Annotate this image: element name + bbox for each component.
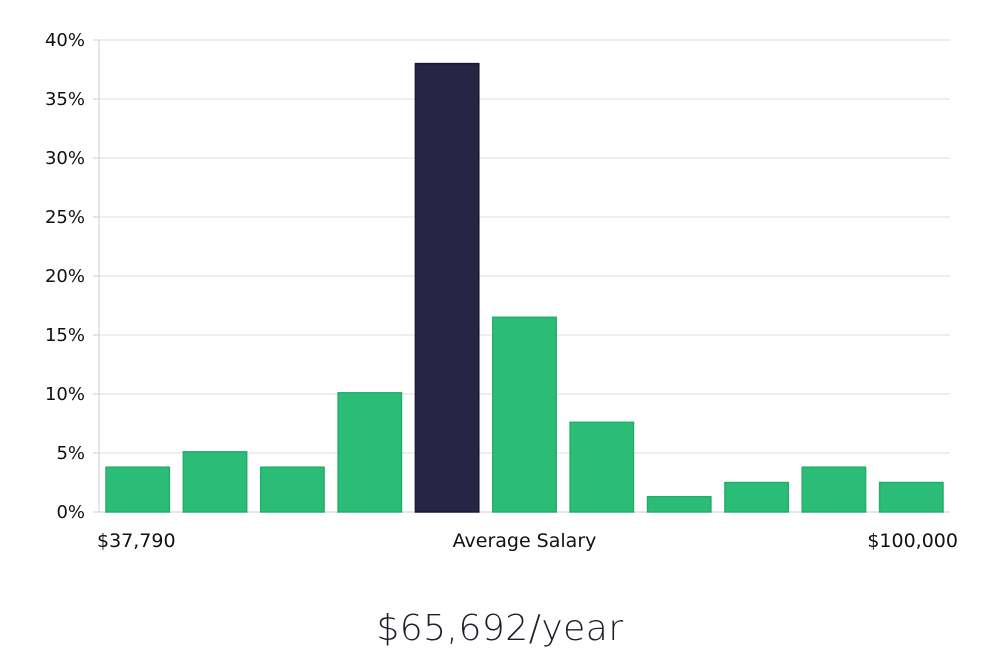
histogram-bar [337,392,403,513]
histogram-bar [259,466,325,513]
y-tick-label: 20% [45,266,85,287]
y-tick-label: 35% [45,89,85,110]
average-salary-value: $65,692/year [376,608,624,649]
y-tick-label: 25% [45,207,85,228]
histogram-bar [724,481,790,513]
histogram-bar [569,421,635,513]
salary-histogram: 0% 5% 10% 15% 20% 25% 30% 35% 40% $37,790 Averag… [45,30,958,552]
y-tick-label: 10% [45,384,85,405]
histogram-bar-average [414,62,480,513]
y-tick-label: 0% [56,502,85,523]
x-label-average-salary: Average Salary [453,530,597,552]
histogram-bar [492,316,557,513]
histogram-bar [105,466,171,513]
y-tick-label: 40% [45,30,85,51]
y-tick-label: 30% [45,148,85,169]
y-tick-label: 15% [45,325,85,346]
histogram-bar [801,466,867,513]
x-label-min-salary: $37,790 [97,530,176,552]
histogram-bar [646,495,712,513]
x-labels: $37,790 Average Salary $100,000 [97,530,958,552]
histogram-bar [878,481,944,513]
x-label-max-salary: $100,000 [867,530,958,552]
y-tick-label: 5% [56,443,85,464]
bars [105,62,944,513]
histogram-bar [182,451,248,513]
y-tick-labels: 0% 5% 10% 15% 20% 25% 30% 35% 40% [45,30,99,523]
